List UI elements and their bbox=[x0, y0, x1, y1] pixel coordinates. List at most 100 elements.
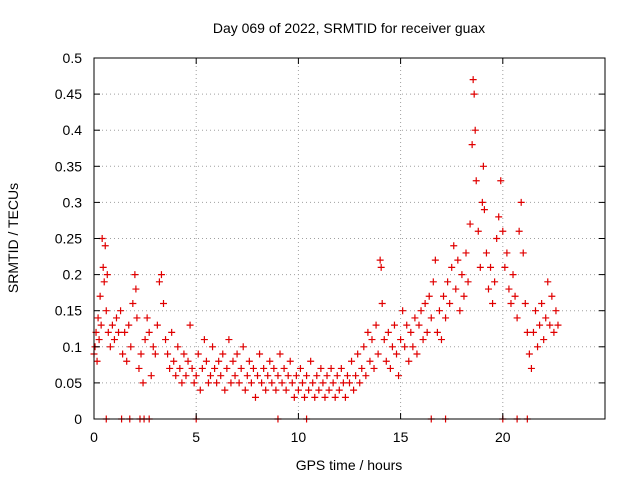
data-point bbox=[192, 372, 200, 380]
data-point bbox=[325, 386, 333, 394]
data-point bbox=[482, 249, 490, 257]
data-point bbox=[384, 328, 392, 336]
data-point bbox=[427, 314, 435, 322]
data-point bbox=[278, 379, 286, 387]
x-tick-label: 15 bbox=[393, 429, 409, 445]
data-point bbox=[346, 379, 353, 387]
data-point bbox=[503, 249, 511, 257]
data-point bbox=[343, 372, 351, 380]
data-point bbox=[388, 343, 396, 351]
y-tick-label: 0.5 bbox=[63, 50, 83, 66]
data-point bbox=[515, 227, 523, 235]
data-point bbox=[117, 307, 125, 315]
data-point bbox=[223, 364, 231, 372]
data-point bbox=[337, 364, 345, 372]
data-point bbox=[103, 271, 111, 279]
data-point bbox=[186, 321, 194, 329]
data-point bbox=[554, 321, 562, 329]
data-point bbox=[472, 177, 480, 185]
x-tick-label: 5 bbox=[192, 429, 200, 445]
data-point bbox=[393, 350, 401, 358]
data-point bbox=[319, 379, 327, 387]
x-axis: 0 5 10 15 20 bbox=[90, 58, 511, 445]
data-point bbox=[538, 299, 546, 307]
data-point bbox=[354, 350, 362, 358]
y-tick-label: 0.1 bbox=[63, 339, 83, 355]
data-point bbox=[95, 336, 103, 344]
data-point bbox=[213, 379, 221, 387]
data-point bbox=[231, 372, 239, 380]
data-point bbox=[170, 357, 178, 365]
data-point bbox=[548, 292, 556, 300]
data-point bbox=[207, 372, 215, 380]
data-point bbox=[452, 285, 460, 293]
data-point bbox=[151, 350, 159, 358]
data-point bbox=[468, 141, 476, 149]
data-point bbox=[139, 379, 147, 387]
data-point bbox=[115, 328, 123, 336]
data-point bbox=[100, 278, 108, 286]
data-point bbox=[135, 364, 143, 372]
data-point bbox=[286, 357, 294, 365]
data-point bbox=[327, 364, 335, 372]
data-point bbox=[249, 364, 257, 372]
data-point bbox=[200, 336, 208, 344]
data-point bbox=[474, 227, 482, 235]
data-point bbox=[489, 299, 497, 307]
data-point bbox=[174, 343, 182, 351]
data-point bbox=[403, 321, 411, 329]
data-point bbox=[429, 278, 437, 286]
data-point bbox=[309, 379, 317, 387]
data-point bbox=[425, 292, 433, 300]
data-point bbox=[188, 364, 196, 372]
data-point bbox=[245, 357, 253, 365]
y-tick-label: 0.25 bbox=[55, 231, 82, 247]
y-tick-label: 0.2 bbox=[63, 267, 83, 283]
data-point bbox=[368, 336, 376, 344]
data-point bbox=[448, 263, 456, 271]
data-point bbox=[143, 314, 151, 322]
data-point bbox=[280, 364, 288, 372]
data-point bbox=[471, 126, 479, 134]
data-point bbox=[360, 343, 368, 351]
data-point bbox=[462, 249, 470, 257]
data-point bbox=[264, 372, 272, 380]
data-point bbox=[121, 328, 129, 336]
data-point bbox=[235, 379, 243, 387]
data-point bbox=[172, 372, 180, 380]
data-point bbox=[364, 328, 372, 336]
data-point bbox=[260, 364, 268, 372]
data-point bbox=[460, 292, 468, 300]
data-point bbox=[106, 343, 114, 351]
data-point bbox=[476, 263, 484, 271]
data-point bbox=[395, 372, 403, 380]
data-point bbox=[313, 372, 321, 380]
data-point bbox=[97, 321, 105, 329]
data-point bbox=[315, 386, 323, 394]
data-point bbox=[444, 278, 452, 286]
data-point bbox=[348, 357, 356, 365]
data-point bbox=[417, 307, 425, 315]
data-point bbox=[466, 220, 474, 228]
data-point bbox=[540, 336, 548, 344]
data-point bbox=[296, 364, 304, 372]
data-point bbox=[290, 393, 298, 401]
data-point bbox=[251, 393, 259, 401]
data-point bbox=[527, 364, 535, 372]
data-point bbox=[303, 372, 311, 380]
x-tick-label: 10 bbox=[291, 429, 307, 445]
data-point bbox=[292, 372, 300, 380]
data-point bbox=[190, 379, 198, 387]
data-point bbox=[233, 350, 241, 358]
data-point bbox=[317, 364, 325, 372]
data-point bbox=[219, 350, 227, 358]
data-point bbox=[141, 336, 149, 344]
data-point bbox=[119, 350, 127, 358]
data-point bbox=[372, 321, 380, 329]
data-point bbox=[209, 343, 217, 351]
data-point bbox=[497, 177, 505, 185]
data-point bbox=[405, 357, 413, 365]
grid bbox=[94, 58, 605, 419]
data-point bbox=[409, 343, 417, 351]
data-point bbox=[440, 292, 448, 300]
